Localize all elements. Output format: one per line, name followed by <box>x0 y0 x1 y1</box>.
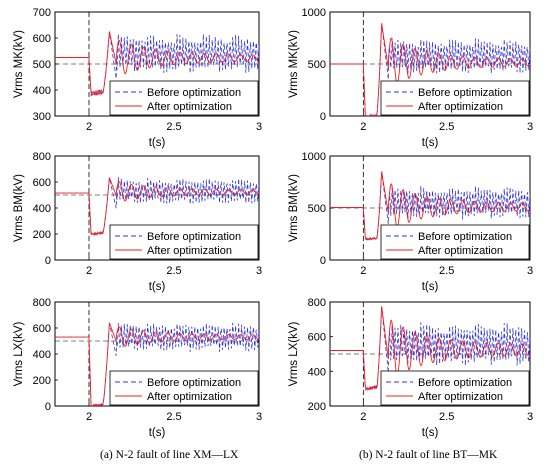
y-tick-label: 500 <box>308 59 326 71</box>
chart-panel-5: 2 2.5 3 0 200 400 600 800 t(s) Vrms LX(kV) Before … <box>13 297 262 439</box>
y-tick-label: 800 <box>33 151 51 163</box>
y-tick-label: 0 <box>320 255 326 267</box>
series-line-after <box>55 322 259 406</box>
y-axis-label: Vrms MK(kV) <box>13 30 25 98</box>
chart-panel-6: 2 2.5 3 200 400 600 800 t(s) Vrms LX(kV) Before o… <box>288 297 533 439</box>
y-tick-label: 0 <box>320 111 326 123</box>
legend-label: Before optimization <box>147 87 241 99</box>
legend-box <box>109 224 259 260</box>
legend: Before optimization After optimization <box>109 370 259 406</box>
legend-box <box>109 80 259 116</box>
y-tick-label: 200 <box>33 229 51 241</box>
y-axis-label: Vrms BM(kV) <box>288 174 300 242</box>
series-line-after <box>55 177 259 237</box>
x-tick-label: 2 <box>360 121 366 133</box>
legend-box <box>109 370 259 406</box>
series-line-after <box>330 171 530 241</box>
y-tick-label: 700 <box>33 7 51 19</box>
y-axis-label: Vrms MK(kV) <box>288 30 300 98</box>
x-tick-label: 2 <box>86 121 92 133</box>
legend: Before optimization After optimization <box>380 370 530 406</box>
legend-box <box>380 370 530 406</box>
y-tick-label: 600 <box>308 332 326 344</box>
x-axis-label: t(s) <box>422 427 439 439</box>
chart-panel-2: 2 2.5 3 0 500 1000 t(s) Vrms MK(kV) Before optim… <box>288 7 533 149</box>
y-tick-label: 1000 <box>302 7 326 19</box>
x-axis-label: t(s) <box>149 281 166 293</box>
legend-label: Before optimization <box>147 377 241 389</box>
series-line-after <box>55 31 259 96</box>
y-tick-label: 1000 <box>302 151 326 163</box>
legend-label: After optimization <box>418 391 503 403</box>
legend-box <box>380 224 530 260</box>
y-tick-label: 500 <box>33 59 51 71</box>
y-tick-label: 400 <box>33 85 51 97</box>
legend: Before optimization After optimization <box>380 224 530 260</box>
x-tick-label: 2.5 <box>166 411 181 423</box>
y-tick-label: 0 <box>45 401 51 413</box>
legend: Before optimization After optimization <box>109 80 259 116</box>
x-tick-label: 3 <box>527 265 533 277</box>
x-tick-label: 2.5 <box>439 265 454 277</box>
x-axis-label: t(s) <box>149 137 166 149</box>
y-tick-label: 200 <box>308 401 326 413</box>
y-axis-label: Vrms LX(kV) <box>13 321 25 386</box>
y-tick-label: 600 <box>33 177 51 189</box>
legend-label: After optimization <box>147 245 232 257</box>
y-tick-label: 300 <box>33 111 51 123</box>
legend: Before optimization After optimization <box>109 224 259 260</box>
x-tick-label: 3 <box>256 265 262 277</box>
legend: Before optimization After optimization <box>380 80 530 116</box>
x-axis-label: t(s) <box>422 281 439 293</box>
x-tick-label: 2.5 <box>166 265 181 277</box>
chart-panel-4: 2 2.5 3 0 500 1000 t(s) Vrms BM(kV) Before optim… <box>288 151 533 293</box>
legend-label: After optimization <box>147 101 232 113</box>
y-tick-label: 400 <box>33 349 51 361</box>
y-tick-label: 800 <box>33 297 51 309</box>
y-axis-label: Vrms LX(kV) <box>288 321 300 386</box>
x-tick-label: 2 <box>86 411 92 423</box>
chart-panel-1: 2 2.5 3 300 400 500 600 700 t(s) Vrms MK(kV) Befor… <box>13 7 262 149</box>
legend-box <box>380 80 530 116</box>
x-tick-label: 3 <box>527 411 533 423</box>
series-line-after <box>330 306 530 392</box>
x-tick-label: 3 <box>256 411 262 423</box>
y-tick-label: 600 <box>33 33 51 45</box>
chart-panel-3: 2 2.5 3 0 200 400 600 800 t(s) Vrms BM(kV) Before … <box>13 151 262 293</box>
caption-left: (a) N-2 fault of line XM—LX <box>100 449 239 461</box>
x-tick-label: 3 <box>256 121 262 133</box>
x-tick-label: 2.5 <box>439 411 454 423</box>
legend-label: Before optimization <box>418 87 512 99</box>
x-tick-label: 2.5 <box>166 121 181 133</box>
x-tick-label: 3 <box>527 121 533 133</box>
series-line-after <box>330 23 530 116</box>
legend-label: After optimization <box>147 391 232 403</box>
x-axis-label: t(s) <box>149 427 166 439</box>
x-axis-label: t(s) <box>422 137 439 149</box>
x-tick-label: 2.5 <box>439 121 454 133</box>
legend-label: After optimization <box>418 245 503 257</box>
x-tick-label: 2 <box>86 265 92 277</box>
x-tick-label: 2 <box>360 411 366 423</box>
legend-label: Before optimization <box>418 377 512 389</box>
x-tick-label: 2 <box>360 265 366 277</box>
y-axis-label: Vrms BM(kV) <box>13 174 25 242</box>
y-tick-label: 400 <box>308 366 326 378</box>
legend-label: Before optimization <box>147 231 241 243</box>
legend-label: After optimization <box>418 101 503 113</box>
y-tick-label: 600 <box>33 323 51 335</box>
y-tick-label: 400 <box>33 203 51 215</box>
y-tick-label: 0 <box>45 255 51 267</box>
y-tick-label: 800 <box>308 297 326 309</box>
y-tick-label: 500 <box>308 203 326 215</box>
legend-label: Before optimization <box>418 231 512 243</box>
caption-right: (b) N-2 fault of line BT—MK <box>359 449 498 461</box>
y-tick-label: 200 <box>33 375 51 387</box>
